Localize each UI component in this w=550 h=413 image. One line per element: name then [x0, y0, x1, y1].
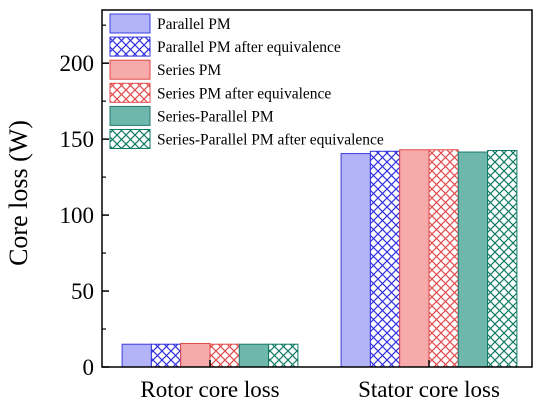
y-tick-label: 0	[83, 355, 95, 380]
legend-label: Parallel PM after equivalence	[157, 39, 341, 56]
legend-label: Series-Parallel PM	[157, 108, 274, 125]
bar-series-parallel-pm-after-equivalence-0	[268, 343, 299, 368]
bar-series-parallel-pm-1	[457, 151, 489, 368]
bar-parallel-pm-1	[340, 153, 371, 368]
bar-series-parallel-pm-after-equivalence-1	[487, 150, 518, 368]
legend-label: Series PM	[157, 62, 221, 79]
legend-swatch	[109, 105, 151, 126]
bar-series-pm-after-equivalence-0	[209, 343, 240, 368]
y-axis-label: Core loss (W)	[4, 120, 33, 266]
legend-swatch	[109, 129, 151, 149]
bar-parallel-pm-after-equivalence-1	[369, 150, 401, 368]
bar-parallel-pm-after-equivalence-0	[150, 343, 182, 368]
legend-label: Series PM after equivalence	[157, 85, 331, 102]
y-tick-label: 200	[60, 51, 95, 76]
bar-series-parallel-pm-0	[238, 343, 270, 368]
legend: Parallel PM Parallel PM after equivalence…	[109, 13, 384, 149]
x-axis: Rotor core loss Stator core loss	[140, 360, 500, 402]
y-tick-label: 50	[71, 279, 94, 304]
plot-frame	[101, 9, 533, 368]
bar-series-pm-after-equivalence-1	[428, 149, 459, 368]
legend-swatch	[109, 82, 151, 103]
y-axis: 0 50 100 150 200	[60, 24, 109, 380]
y-tick-label: 100	[60, 203, 95, 228]
x-tick-label: Rotor core loss	[140, 377, 279, 402]
x-tick-label: Stator core loss	[358, 377, 500, 402]
legend-swatch	[109, 13, 151, 34]
plot-area	[121, 149, 518, 368]
bar-series-pm-1	[399, 149, 430, 368]
y-tick-label: 150	[60, 127, 95, 152]
legend-swatch	[109, 36, 151, 57]
legend-swatch	[109, 59, 151, 80]
bar-parallel-pm-0	[121, 343, 152, 368]
bar-series-pm-0	[180, 342, 211, 368]
legend-label: Series-Parallel PM after equivalence	[157, 132, 384, 149]
legend-label: Parallel PM	[157, 16, 231, 33]
